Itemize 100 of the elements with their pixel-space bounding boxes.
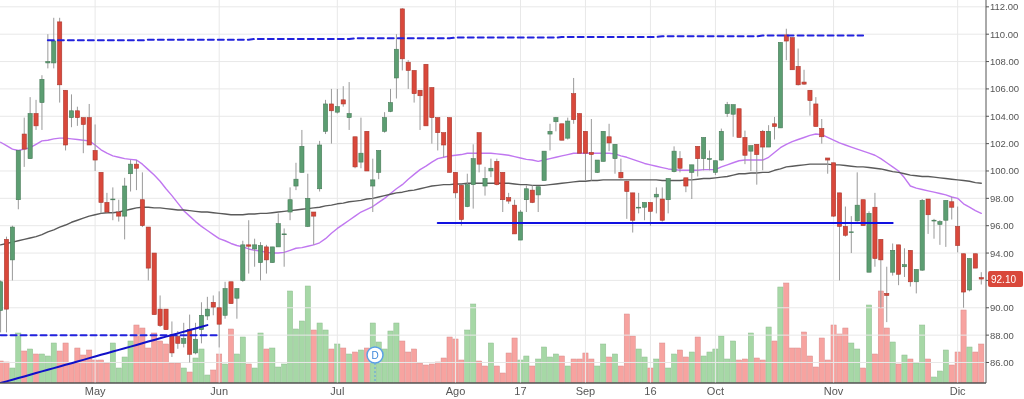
bar: [901, 354, 908, 383]
x-tick-label: Nov: [823, 385, 844, 397]
candlestick: [890, 242, 896, 277]
bar: [558, 355, 565, 383]
candlestick: [807, 89, 813, 117]
candlestick: [949, 196, 955, 221]
candlestick: [854, 171, 860, 223]
candlestick: [848, 215, 854, 254]
candlestick: [193, 322, 198, 355]
bar: [352, 351, 358, 383]
bar: [27, 348, 33, 383]
bar: [310, 329, 317, 383]
bar: [222, 363, 228, 383]
bar: [889, 341, 896, 383]
candlestick: [228, 281, 234, 304]
bar: [21, 350, 28, 383]
candlestick: [346, 81, 352, 131]
annotation: D: [371, 350, 379, 361]
x-tick-label: May: [84, 385, 106, 397]
candlestick: [618, 158, 624, 180]
bar: [340, 347, 347, 383]
x-tick-label: 16: [644, 385, 657, 397]
candlestick: [653, 186, 659, 214]
candlestick: [39, 74, 45, 131]
y-tick-label: 86.00: [990, 356, 1014, 368]
bar: [659, 342, 666, 383]
bar: [186, 371, 193, 383]
candlestick: [134, 159, 139, 191]
candlestick: [376, 149, 382, 180]
candlestick: [293, 162, 299, 191]
candlestick: [358, 117, 364, 169]
candlestick: [287, 186, 293, 221]
x-tick-label: Ago: [445, 385, 466, 397]
bar: [228, 328, 234, 383]
bar: [180, 367, 187, 383]
candlestick: [648, 201, 653, 227]
bar: [771, 340, 778, 383]
candlestick: [766, 124, 771, 148]
candlestick: [565, 117, 571, 141]
candlestick: [624, 180, 630, 220]
y-tick-label: 110.00: [990, 28, 1019, 40]
x-tick-label: Dic: [949, 385, 967, 397]
y-tick-label: 104.00: [990, 110, 1020, 122]
candlestick: [334, 88, 340, 115]
annotation: 92.10: [991, 274, 1017, 286]
candlestick: [925, 198, 931, 235]
bar: [564, 365, 571, 383]
candlestick: [884, 266, 890, 323]
candlestick: [264, 244, 269, 275]
bar: [328, 348, 335, 383]
candlestick: [813, 96, 819, 128]
y-tick-label: 88.00: [990, 329, 1014, 341]
bar: [748, 332, 754, 383]
candlestick: [33, 99, 39, 131]
bar: [358, 349, 364, 383]
x-tick-label: Sep: [575, 385, 596, 397]
bar: [245, 363, 252, 383]
bar: [895, 363, 902, 383]
x-tick-label: Oct: [706, 385, 724, 397]
candlestick: [671, 145, 677, 173]
bar: [694, 336, 701, 383]
candlestick: [695, 145, 701, 177]
bar: [925, 358, 931, 383]
candlestick: [382, 111, 387, 134]
x-tick-label: 17: [514, 385, 527, 397]
y-tick-label: 112.00: [990, 1, 1019, 13]
bar: [653, 358, 660, 383]
x-tick-label: Jul: [330, 385, 345, 397]
y-tick-label: 94.00: [990, 247, 1014, 259]
y-tick-label: 106.00: [990, 83, 1020, 95]
candlestick: [234, 288, 240, 320]
candlestick: [116, 199, 122, 223]
candlestick: [748, 145, 754, 172]
bar: [860, 367, 866, 383]
candlestick: [523, 184, 529, 213]
candlestick: [92, 123, 98, 172]
candlestick: [943, 199, 949, 248]
bar: [907, 358, 914, 383]
bar: [612, 353, 618, 383]
bar: [606, 356, 612, 383]
bar: [529, 365, 536, 383]
bar: [765, 326, 772, 383]
bar: [777, 286, 784, 383]
candlestick: [659, 186, 665, 223]
candlestick: [553, 116, 559, 132]
x-tick-label: Jun: [210, 385, 229, 397]
candlestick: [69, 93, 74, 128]
candlestick: [128, 159, 133, 192]
candlestick: [370, 158, 376, 213]
y-tick-label: 102.00: [990, 138, 1020, 150]
candlestick: [110, 186, 116, 221]
candlestick: [772, 116, 777, 141]
candlestick: [819, 118, 825, 145]
candlestick: [606, 123, 612, 152]
line-series: [0, 163, 982, 246]
bar: [488, 342, 494, 383]
candlestick: [311, 211, 317, 246]
candlestick: [329, 88, 334, 145]
candlestick: [535, 186, 541, 213]
y-tick-label: 108.00: [990, 56, 1020, 68]
